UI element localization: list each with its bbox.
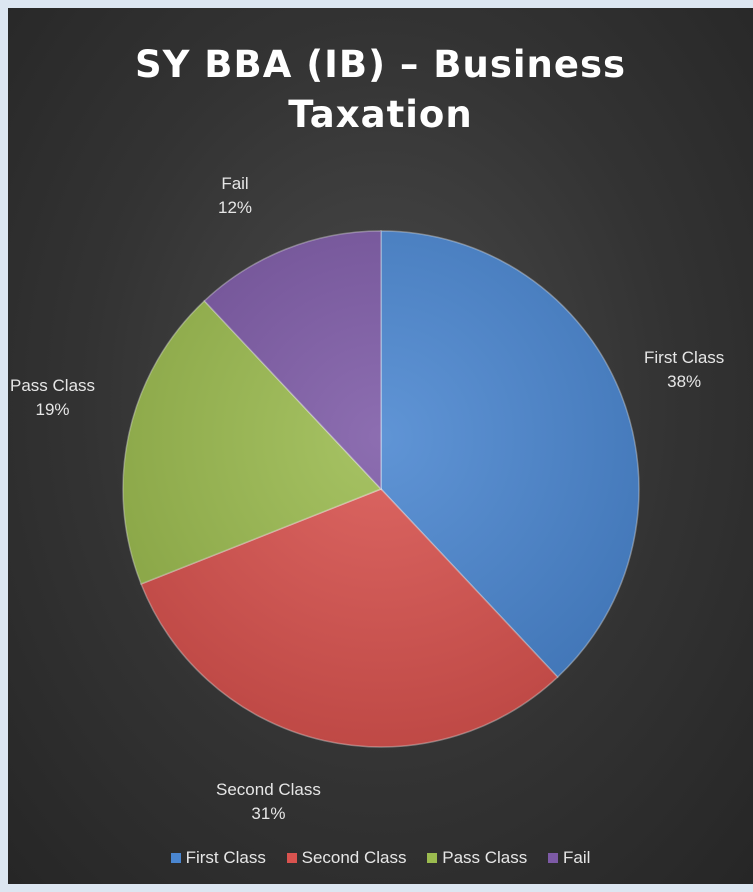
slice-label-fail-value: 12% bbox=[218, 198, 253, 217]
slice-label-first-class: First Class 38% bbox=[644, 346, 724, 394]
slice-label-second-class-value: 31% bbox=[251, 804, 286, 823]
legend-label-fail: Fail bbox=[563, 848, 591, 867]
legend-item-fail: Fail bbox=[548, 848, 590, 868]
legend-label-pass-class: Pass Class bbox=[442, 848, 528, 867]
legend-swatch-pass-class bbox=[427, 853, 438, 863]
slice-label-pass-class: Pass Class 19% bbox=[10, 374, 95, 422]
slice-label-fail-name: Fail bbox=[221, 174, 249, 193]
legend-swatch-second-class bbox=[286, 853, 297, 863]
chart-area: SY BBA (IB) – Business Taxation First Cl… bbox=[8, 8, 753, 884]
legend-label-second-class: Second Class bbox=[301, 848, 407, 867]
slice-label-fail: Fail 12% bbox=[218, 172, 252, 220]
slice-label-first-class-value: 38% bbox=[667, 372, 702, 391]
legend-label-first-class: First Class bbox=[185, 848, 266, 867]
legend-item-second-class: Second Class bbox=[286, 848, 407, 868]
chart-title: SY BBA (IB) – Business Taxation bbox=[8, 40, 753, 140]
legend-item-first-class: First Class bbox=[170, 848, 266, 868]
slice-label-first-class-name: First Class bbox=[644, 348, 725, 367]
slice-label-pass-class-value: 19% bbox=[35, 400, 70, 419]
legend-item-pass-class: Pass Class bbox=[427, 848, 527, 868]
chart-title-line-2: Taxation bbox=[288, 93, 473, 136]
chart-legend: First Class Second Class Pass Class Fail bbox=[8, 848, 753, 868]
legend-swatch-fail bbox=[548, 853, 558, 863]
pie-chart bbox=[122, 230, 640, 748]
legend-swatch-first-class bbox=[170, 853, 181, 863]
slice-label-second-class: Second Class 31% bbox=[216, 778, 321, 826]
slice-label-pass-class-name: Pass Class bbox=[10, 376, 96, 395]
slice-label-second-class-name: Second Class bbox=[216, 780, 321, 799]
chart-title-line-1: SY BBA (IB) – Business bbox=[134, 43, 627, 86]
